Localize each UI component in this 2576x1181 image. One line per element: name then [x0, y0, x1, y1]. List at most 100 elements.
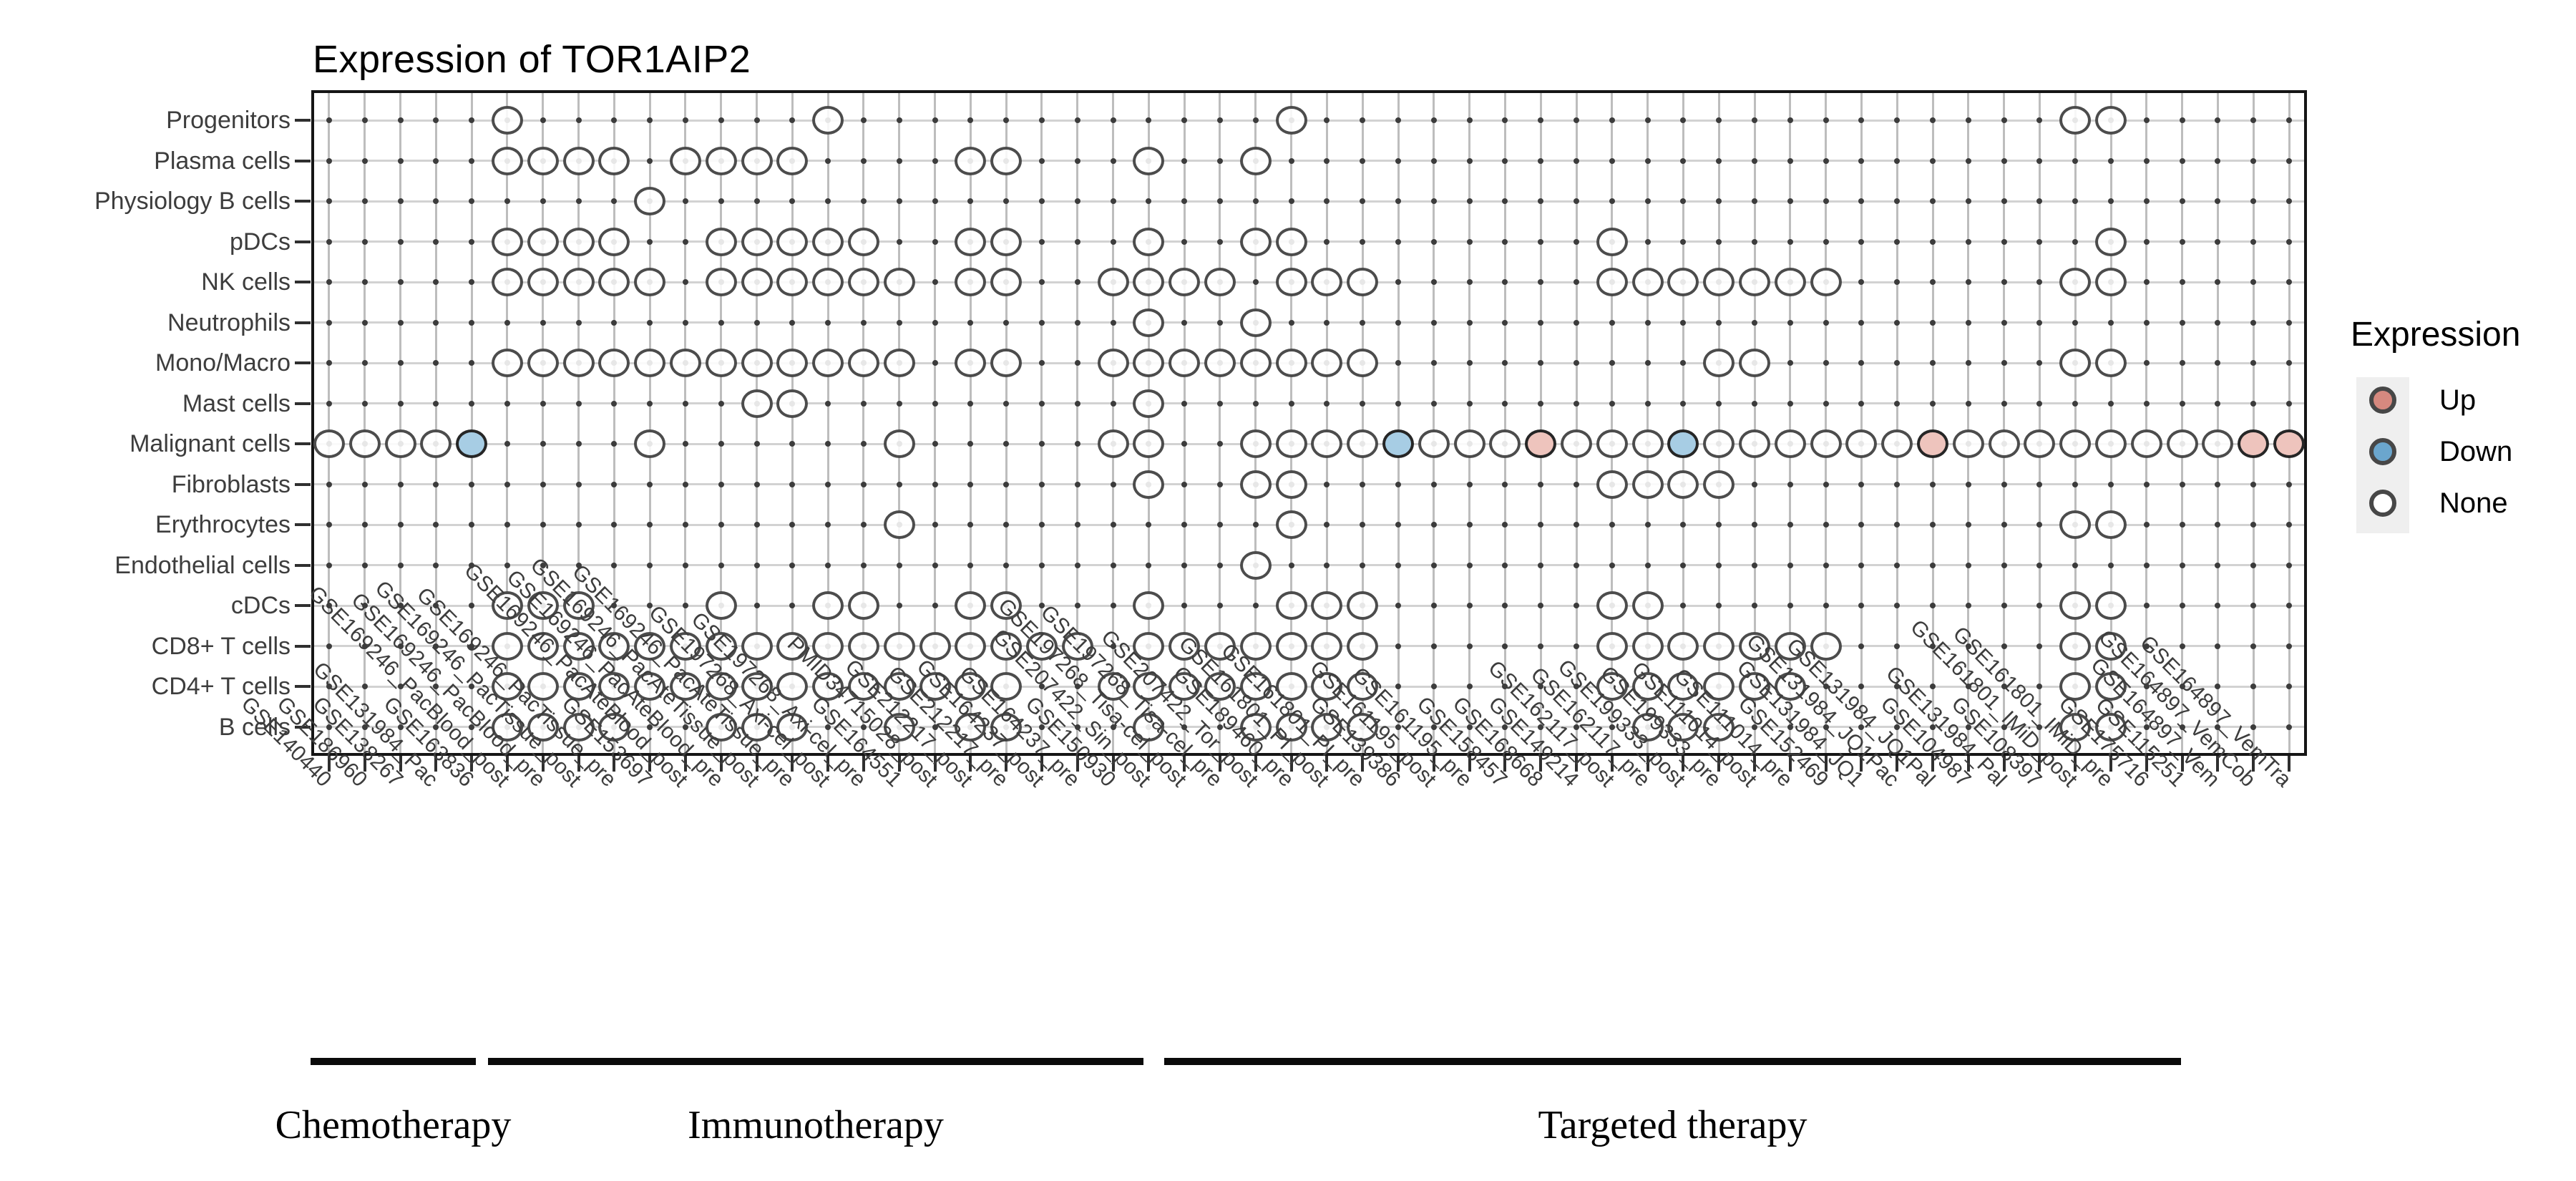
grid-dot — [1466, 319, 1473, 326]
grid-dot — [1716, 238, 1722, 245]
grid-dot — [1787, 562, 1793, 568]
grid-hline — [314, 685, 2304, 688]
grid-dot — [1858, 481, 1865, 487]
grid-dot — [896, 238, 902, 245]
expression-circle — [1239, 470, 1272, 499]
grid-dot — [1360, 198, 1366, 205]
grid-dot — [1538, 481, 1544, 487]
expression-circle — [812, 227, 844, 256]
grid-dot — [1574, 319, 1580, 326]
expression-circle — [1347, 591, 1379, 621]
grid-dot — [2179, 481, 2185, 487]
grid-dot — [2250, 360, 2257, 366]
expression-circle — [1133, 308, 1165, 337]
grid-dot — [718, 198, 724, 205]
grid-dot — [1430, 117, 1437, 123]
x-axis-tick — [1468, 756, 1471, 772]
expression-circle — [1881, 429, 1913, 459]
grid-vline — [2216, 93, 2219, 753]
grid-dot — [1466, 198, 1473, 205]
grid-dot — [2143, 684, 2150, 690]
grid-dot — [326, 400, 332, 407]
grid-vline — [1361, 93, 1364, 753]
grid-dot — [1395, 684, 1401, 690]
grid-dot — [1038, 684, 1045, 690]
grid-dot — [718, 117, 724, 123]
grid-dot — [1965, 562, 1971, 568]
grid-dot — [2215, 522, 2221, 528]
expression-circle — [990, 227, 1023, 256]
grid-dot — [1181, 481, 1188, 487]
expression-circle — [1133, 389, 1165, 418]
grid-dot — [682, 441, 688, 447]
expression-circle — [812, 631, 844, 661]
grid-dot — [2250, 481, 2257, 487]
x-axis-tick — [719, 756, 723, 772]
expression-circle — [1596, 631, 1628, 661]
grid-dot — [1216, 522, 1223, 528]
expression-circle — [527, 349, 559, 378]
grid-dot — [1181, 117, 1188, 123]
grid-dot — [1430, 157, 1437, 164]
expression-circle — [1311, 631, 1343, 661]
grid-dot — [1216, 481, 1223, 487]
grid-vline — [1646, 93, 1649, 753]
grid-dot — [825, 441, 831, 447]
grid-dot — [1466, 117, 1473, 123]
expression-circle — [1133, 349, 1165, 378]
expression-circle — [1703, 429, 1735, 459]
grid-dot — [2143, 157, 2150, 164]
grid-dot — [1823, 400, 1829, 407]
x-axis-tick — [2002, 756, 2006, 772]
expression-circle — [1239, 672, 1272, 701]
grid-dot — [2072, 157, 2079, 164]
expression-circle — [527, 268, 559, 297]
grid-dot — [361, 198, 368, 205]
grid-dot — [682, 562, 688, 568]
grid-dot — [1574, 279, 1580, 286]
expression-circle — [1631, 591, 1664, 621]
grid-dot — [1288, 157, 1294, 164]
grid-dot — [611, 562, 618, 568]
group-bar — [1164, 1058, 2181, 1065]
grid-dot — [2001, 724, 2007, 730]
x-axis-tick — [1254, 756, 1257, 772]
grid-dot — [1930, 481, 1936, 487]
grid-dot — [1680, 522, 1687, 528]
grid-dot — [682, 319, 688, 326]
grid-dot — [361, 603, 368, 609]
expression-circle — [1133, 470, 1165, 499]
expression-circle — [527, 712, 559, 742]
grid-dot — [1324, 319, 1330, 326]
y-axis-label: cDCs — [230, 592, 291, 620]
grid-dot — [1752, 319, 1758, 326]
grid-dot — [2286, 603, 2293, 609]
grid-dot — [611, 198, 618, 205]
grid-dot — [1680, 603, 1687, 609]
grid-dot — [469, 522, 475, 528]
grid-dot — [611, 441, 618, 447]
grid-dot — [1430, 603, 1437, 609]
grid-dot — [789, 481, 796, 487]
grid-dot — [1965, 238, 1971, 245]
expression-circle — [776, 389, 809, 418]
grid-dot — [326, 562, 332, 568]
x-axis-tick — [2216, 756, 2220, 772]
expression-circle — [1347, 349, 1379, 378]
grid-dot — [397, 117, 404, 123]
grid-dot — [932, 562, 938, 568]
expression-circle — [1596, 429, 1628, 459]
grid-dot — [540, 319, 546, 326]
grid-dot — [1466, 684, 1473, 690]
grid-dot — [1965, 481, 1971, 487]
expression-circle — [1952, 429, 1984, 459]
grid-dot — [1574, 562, 1580, 568]
x-axis-tick — [1432, 756, 1435, 772]
y-axis-label: Endothelial cells — [114, 551, 291, 579]
grid-dot — [2036, 238, 2043, 245]
grid-dot — [1360, 481, 1366, 487]
grid-dot — [896, 481, 902, 487]
grid-dot — [1252, 198, 1259, 205]
grid-dot — [1930, 238, 1936, 245]
grid-dot — [1752, 157, 1758, 164]
